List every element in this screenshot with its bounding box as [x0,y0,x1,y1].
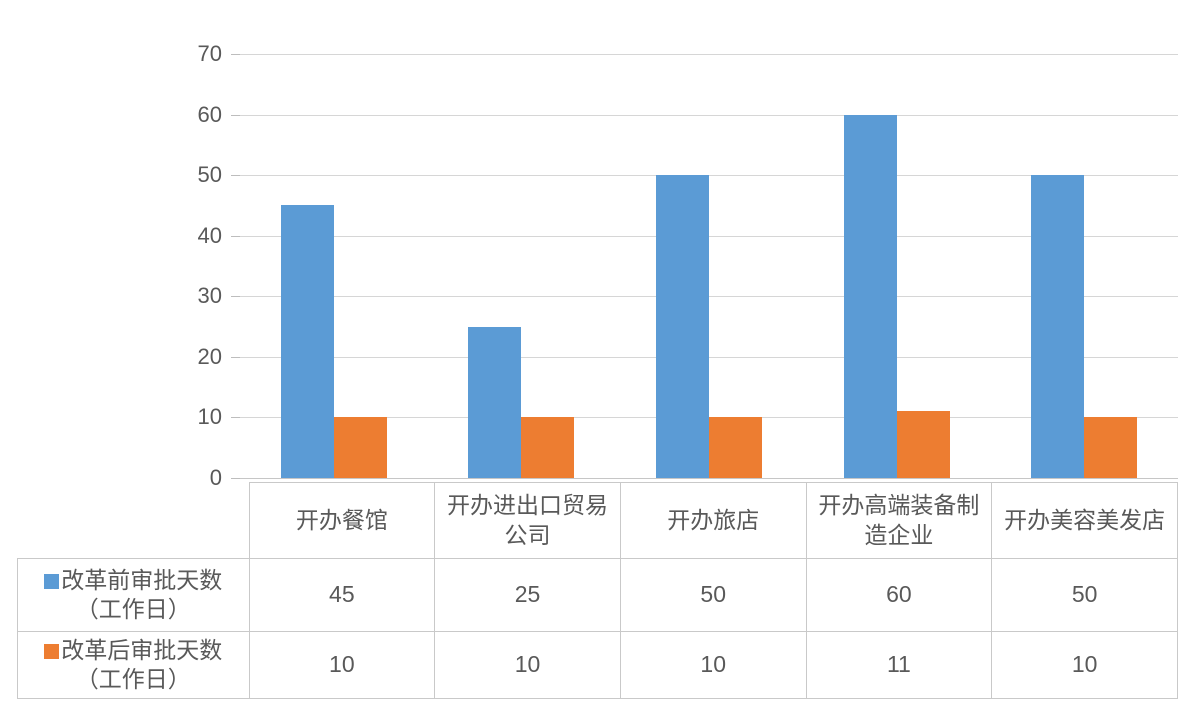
gridline-y20 [240,356,1178,358]
gridline-y0 [240,478,1178,479]
bar-series0-cat2 [656,175,709,478]
y-axis-tick [231,54,240,55]
gridline-y30 [240,296,1178,298]
bar-series0-cat0 [280,205,334,478]
y-axis-tick [231,114,240,116]
table-corner-spacer [17,482,250,559]
value-cell: 10 [248,631,436,699]
bar-series1-cat4 [1084,417,1138,478]
y-axis-tick-label: 10 [197,404,222,430]
value-cell: 10 [619,631,807,699]
bar-series0-cat3 [843,114,897,478]
y-axis-tick-label: 70 [197,41,222,66]
y-axis-tick [231,235,240,237]
legend-label-line2: （工作日） [75,596,191,622]
value-cell: 60 [805,558,993,632]
legend-label-line2: （工作日） [75,666,191,692]
chart-data-table: 开办餐馆 开办进出口贸易公司 开办旅店 开办高端装备制造企业 开办美容美发店 改革前审批天… [17,482,1178,699]
category-header-cell: 开办旅店 [619,482,807,559]
gridline-y40 [240,235,1178,237]
chart-data-table-body: 开办餐馆 开办进出口贸易公司 开办旅店 开办高端装备制造企业 开办美容美发店 改革前审批天… [17,482,1178,699]
series-data-row: 改革前审批天数 （工作日） 45 25 50 60 50 [17,558,1178,632]
bar-series0-cat4 [1031,175,1085,478]
gridline-y70 [240,54,1178,55]
value-cell: 50 [619,558,807,632]
series-data-row: 改革后审批天数 （工作日） 10 10 10 11 10 [17,631,1178,699]
y-axis-tick-label: 50 [197,162,222,188]
legend-cell: 改革前审批天数 （工作日） [17,558,250,632]
gridline-y50 [240,175,1178,177]
y-axis-tick-label: 20 [197,343,222,369]
value-cell: 10 [991,631,1178,699]
value-cell: 11 [805,631,993,699]
bar-series0-cat1 [468,326,522,478]
category-header-cell: 开办餐馆 [248,482,436,559]
y-axis-tick-label: 40 [197,222,222,248]
legend-label-line1: 改革前审批天数 [22,566,245,595]
y-axis-tick [231,356,240,358]
value-cell: 25 [434,558,621,632]
y-axis-tick-label: 30 [197,283,222,309]
category-header-cell: 开办进出口贸易公司 [434,482,621,559]
bar-series1-cat3 [896,411,950,478]
value-cell: 50 [991,558,1178,632]
category-header-cell: 开办美容美发店 [991,482,1178,559]
y-axis-tick [231,175,240,177]
value-cell: 45 [248,558,436,632]
bar-series1-cat1 [521,417,575,478]
legend-label-line1: 改革后审批天数 [22,636,245,665]
legend-square-icon [44,643,60,659]
y-axis-tick [231,478,240,479]
legend-cell: 改革后审批天数 （工作日） [17,631,250,699]
value-cell: 10 [434,631,621,699]
gridline-y60 [240,114,1178,116]
bar-series1-cat2 [709,417,762,478]
bar-series1-cat0 [333,417,387,478]
legend-square-icon [44,573,60,589]
category-header-cell: 开办高端装备制造企业 [805,482,993,559]
y-axis-tick-label: 60 [197,101,222,127]
category-header-row: 开办餐馆 开办进出口贸易公司 开办旅店 开办高端装备制造企业 开办美容美发店 [17,482,1178,559]
y-axis-tick [231,296,240,298]
y-axis-tick [231,417,240,419]
